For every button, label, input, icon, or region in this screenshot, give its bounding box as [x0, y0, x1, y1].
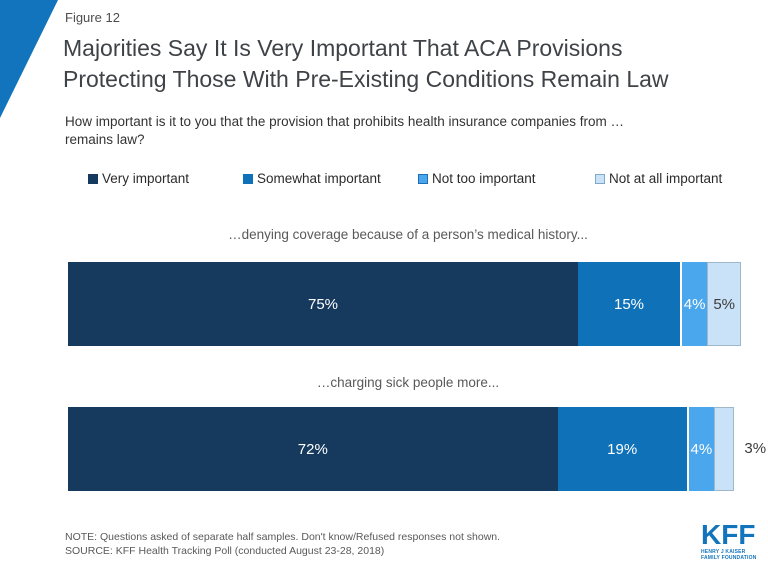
bar-segment: 4% — [680, 262, 708, 346]
bar-segment: 19% — [557, 407, 687, 491]
kff-logo: KFF HENRY J KAISER FAMILY FOUNDATION — [701, 519, 765, 562]
legend-label: Very important — [102, 171, 190, 186]
legend-label: Not at all important — [609, 171, 723, 186]
footer-source: SOURCE: KFF Health Tracking Poll (conduc… — [65, 545, 385, 557]
legend-swatch-icon — [595, 173, 605, 184]
legend-swatch-icon — [243, 173, 253, 184]
stacked-bar-1: 75% 15% 4% 5% — [68, 262, 748, 346]
chart-subtitle: How important is it to you that the prov… — [65, 113, 725, 149]
bar-segment: 75% — [68, 262, 578, 346]
legend-swatch-icon — [418, 173, 428, 184]
stacked-bar-2: 72% 19% 4% — [68, 407, 748, 491]
outside-value-label: 3% — [744, 440, 767, 457]
kff-logo-tagline: HENRY J KAISER FAMILY FOUNDATION — [701, 549, 765, 561]
bar-category-label-2: …charging sick people more... — [316, 375, 500, 390]
chart-title-line1: Majorities Say It Is Very Important That… — [63, 35, 623, 61]
legend-label: Not too important — [432, 171, 536, 186]
kff-logo-tagline-line2: FAMILY FOUNDATION — [701, 555, 757, 561]
figure-label: Figure 12 — [65, 10, 120, 25]
bar-segment: 72% — [68, 407, 558, 491]
kff-logo-text: KFF — [701, 519, 756, 550]
footer: NOTE: Questions asked of separate half s… — [65, 530, 500, 558]
footer-note: NOTE: Questions asked of separate half s… — [65, 531, 501, 543]
legend-item-2: Not too important — [418, 171, 536, 186]
bar-segment: 4% — [686, 407, 714, 491]
legend-label: Somewhat important — [257, 171, 381, 186]
kff-logo-tagline-line1: HENRY J KAISER — [701, 549, 746, 555]
bar-segment: 15% — [578, 262, 680, 346]
chart-title: Majorities Say It Is Very Important That… — [63, 33, 743, 95]
chart-subtitle-line2: remains law? — [65, 132, 145, 147]
bar-segment: 5% — [707, 262, 742, 346]
legend-item-1: Somewhat important — [243, 171, 381, 186]
bar-category-label-1: …denying coverage because of a person’s … — [228, 227, 588, 242]
legend-item-0: Very important — [88, 171, 189, 186]
chart-subtitle-line1: How important is it to you that the prov… — [65, 114, 625, 129]
chart-title-line2: Protecting Those With Pre-Existing Condi… — [63, 66, 669, 92]
legend-item-3: Not at all important — [595, 171, 722, 186]
legend-swatch-icon — [88, 173, 98, 184]
bar-segment — [713, 407, 735, 491]
corner-accent-triangle — [0, 0, 58, 118]
